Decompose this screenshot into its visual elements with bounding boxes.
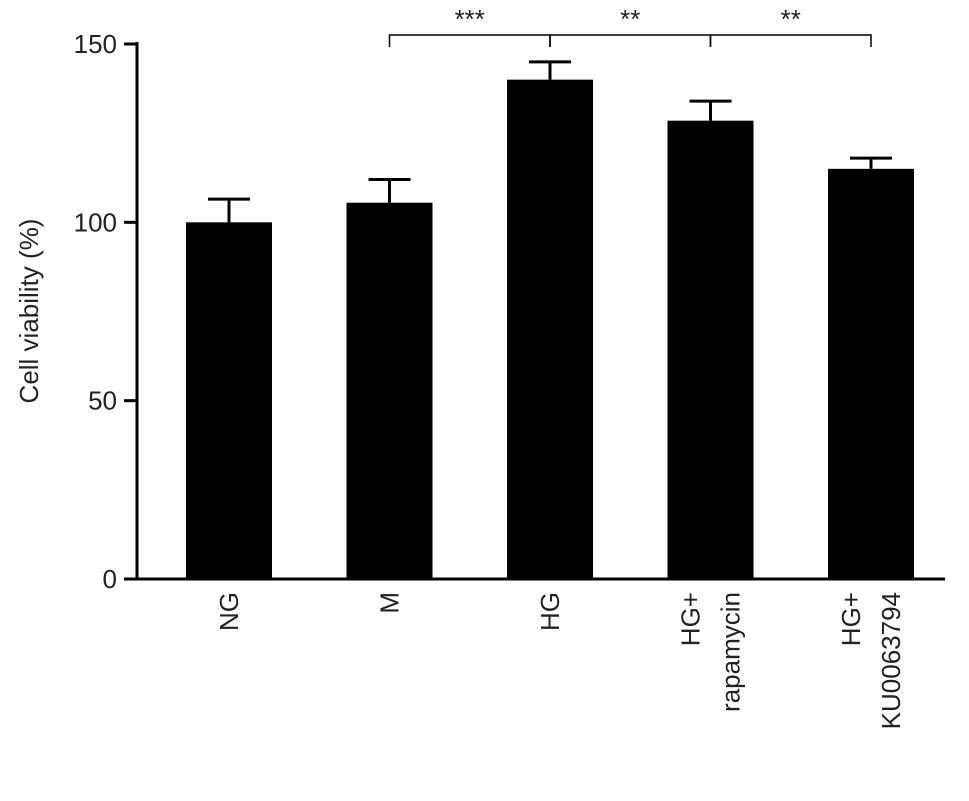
significance-label: *** (455, 4, 485, 34)
y-tick-label: 50 (88, 386, 117, 416)
significance-label: ** (781, 4, 801, 34)
significance-bracket (549, 34, 712, 47)
error-bar (689, 99, 732, 121)
bar (828, 168, 914, 580)
x-tick-label: KU0063794 (876, 592, 906, 729)
error-bar (208, 197, 250, 223)
bar (346, 202, 433, 579)
error-bar (529, 60, 571, 80)
y-tick-label: 0 (103, 564, 117, 594)
error-bar (368, 178, 411, 203)
bar (507, 79, 593, 580)
bar (667, 120, 754, 579)
significance-label: ** (620, 4, 640, 34)
y-tick-label: 150 (74, 29, 117, 59)
x-tick-label: HG+ (836, 592, 866, 646)
significance-bracket (388, 34, 551, 47)
bar (186, 222, 272, 580)
error-bar (850, 156, 892, 169)
y-axis-label: Cell viability (%) (14, 219, 44, 404)
x-tick-label: rapamycin (716, 592, 746, 712)
x-tick-label: HG (535, 592, 565, 631)
x-tick-label: M (375, 592, 405, 614)
significance-bracket (709, 34, 872, 47)
y-tick-label: 100 (74, 207, 117, 237)
x-tick-label: NG (214, 592, 244, 631)
x-tick-label: HG+ (676, 592, 706, 646)
